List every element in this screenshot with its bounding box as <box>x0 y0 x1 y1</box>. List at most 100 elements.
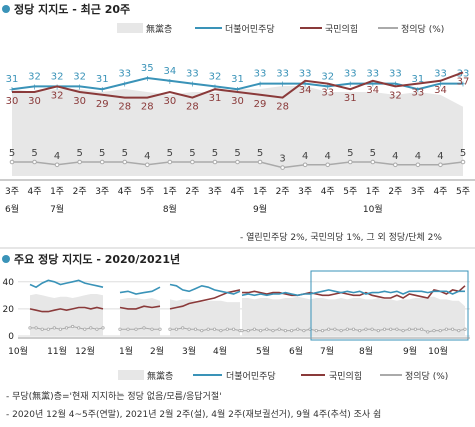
ppp-value-label: 32 <box>389 90 402 101</box>
month-tick: 2월 <box>150 345 164 357</box>
justice-point <box>296 327 300 331</box>
justice-point <box>289 328 294 333</box>
justice-point <box>77 326 81 330</box>
legend-none-label: 無黨층 <box>146 23 172 35</box>
month-tick: 10월 <box>8 345 28 357</box>
recent-20-weeks-highlight <box>310 270 469 341</box>
ppp-value-label: 28 <box>276 102 289 113</box>
month-tick: 8월 <box>359 345 373 357</box>
dpk-value-label: 34 <box>163 66 176 77</box>
week-tick: 4주 <box>118 186 132 197</box>
justice-point <box>393 162 398 168</box>
justice-point <box>158 327 162 331</box>
justice-point <box>52 326 56 330</box>
justice-point <box>415 162 421 168</box>
justice-value-label: 5 <box>370 148 376 159</box>
chart2-note-1: - 무당(無黨)층='현재 지지하는 정당 없음/모름/응답거절' <box>6 390 222 402</box>
ppp-value-label: 28 <box>186 102 199 113</box>
dpk-point: + <box>9 85 16 94</box>
justice-point <box>257 159 263 165</box>
justice-value-label: 5 <box>257 148 263 159</box>
justice-point <box>212 159 218 165</box>
dpk-point: + <box>76 82 83 91</box>
legend-none-label: 無黨층 <box>147 370 173 382</box>
justice-point <box>46 327 50 331</box>
chart2-title: 주요 정당 지지도 - 2020/2021년 <box>14 252 180 266</box>
ppp-value-label: 33 <box>412 88 425 99</box>
justice-point <box>327 327 331 331</box>
justice-point <box>438 328 442 333</box>
justice-point <box>302 328 306 333</box>
justice-value-label: 4 <box>325 151 331 162</box>
dpk-value-label: 31 <box>96 74 109 85</box>
ppp-value-label: 29 <box>96 99 109 110</box>
justice-value-label: 5 <box>9 148 15 159</box>
chart1-note: - 열린민주당 2%, 국민의당 1%, 그 외 정당/단체 2% <box>240 231 442 243</box>
justice-point <box>89 326 93 330</box>
dpk-point: + <box>415 85 422 94</box>
ppp-value-label: 33 <box>321 88 334 99</box>
month-tick: 6월 <box>5 203 19 215</box>
justice-point <box>432 328 436 333</box>
dpk-value-label: 32 <box>73 71 86 82</box>
y-tick-label: 0 <box>8 332 14 342</box>
justice-point <box>28 326 32 330</box>
justice-point <box>134 327 138 331</box>
dpk-value-label: 33 <box>186 69 199 80</box>
none-area <box>242 296 465 336</box>
week-tick: 2주 <box>388 186 402 197</box>
chart2-note-2: - 2020년 12월 4~5주(연말), 2021년 2월 2주(설), 4월… <box>6 408 381 420</box>
justice-point <box>40 327 44 331</box>
week-tick: 4주 <box>321 186 335 197</box>
dpk-point: + <box>189 80 196 89</box>
justice-point <box>118 327 122 331</box>
justice-point <box>364 327 368 331</box>
chart1-legend: 無黨층 더불어민주당 국민의힘 정의당 (%) <box>117 23 444 35</box>
week-tick: 3주 <box>298 186 312 197</box>
justice-point <box>9 159 15 165</box>
justice-value-label: 4 <box>392 151 398 162</box>
justice-point <box>314 328 318 333</box>
justice-value-label: 4 <box>54 151 60 162</box>
justice-point <box>444 327 448 331</box>
week-tick: 3주 <box>208 186 222 197</box>
justice-point <box>77 159 82 165</box>
justice-point <box>252 327 256 331</box>
justice-point <box>426 330 430 334</box>
dpk-value-label: 33 <box>457 69 470 80</box>
month-tick: 9월 <box>403 345 417 357</box>
justice-point <box>122 159 128 165</box>
justice-point <box>232 327 236 331</box>
dpk-value-label: 33 <box>299 69 312 80</box>
bullet-icon <box>2 255 10 263</box>
week-tick: 3주 <box>5 186 19 197</box>
none-area <box>30 294 103 336</box>
ppp-line <box>29 306 104 313</box>
justice-value-label: 4 <box>437 151 443 162</box>
justice-value-label: 5 <box>122 148 128 159</box>
month-tick: 10월 <box>363 203 383 215</box>
justice-point <box>187 327 191 331</box>
dpk-line <box>241 289 465 297</box>
ppp-value-label: 30 <box>73 96 86 107</box>
justice-point <box>58 327 63 331</box>
legend-justice-label: 정의당 (%) <box>405 371 448 382</box>
justice-point <box>277 327 281 331</box>
dpk-point: + <box>460 80 467 89</box>
ppp-value-label: 34 <box>366 85 379 96</box>
justice-point <box>320 328 325 333</box>
month-tick: 7월 <box>50 203 64 215</box>
dpk-point: + <box>121 80 128 89</box>
justice-value-label: 5 <box>234 148 240 159</box>
justice-point <box>347 159 353 165</box>
dpk-point: + <box>437 80 444 89</box>
justice-point <box>345 327 349 331</box>
justice-point <box>206 327 210 331</box>
justice-point <box>351 327 356 331</box>
week-tick: 5주 <box>343 186 357 197</box>
dpk-value-label: 33 <box>366 69 379 80</box>
legend-ppp-label: 국민의힘 <box>325 24 358 35</box>
dpk-value-label: 33 <box>344 69 357 80</box>
dpk-value-label: 32 <box>51 71 64 82</box>
week-tick: 1주 <box>50 186 64 197</box>
